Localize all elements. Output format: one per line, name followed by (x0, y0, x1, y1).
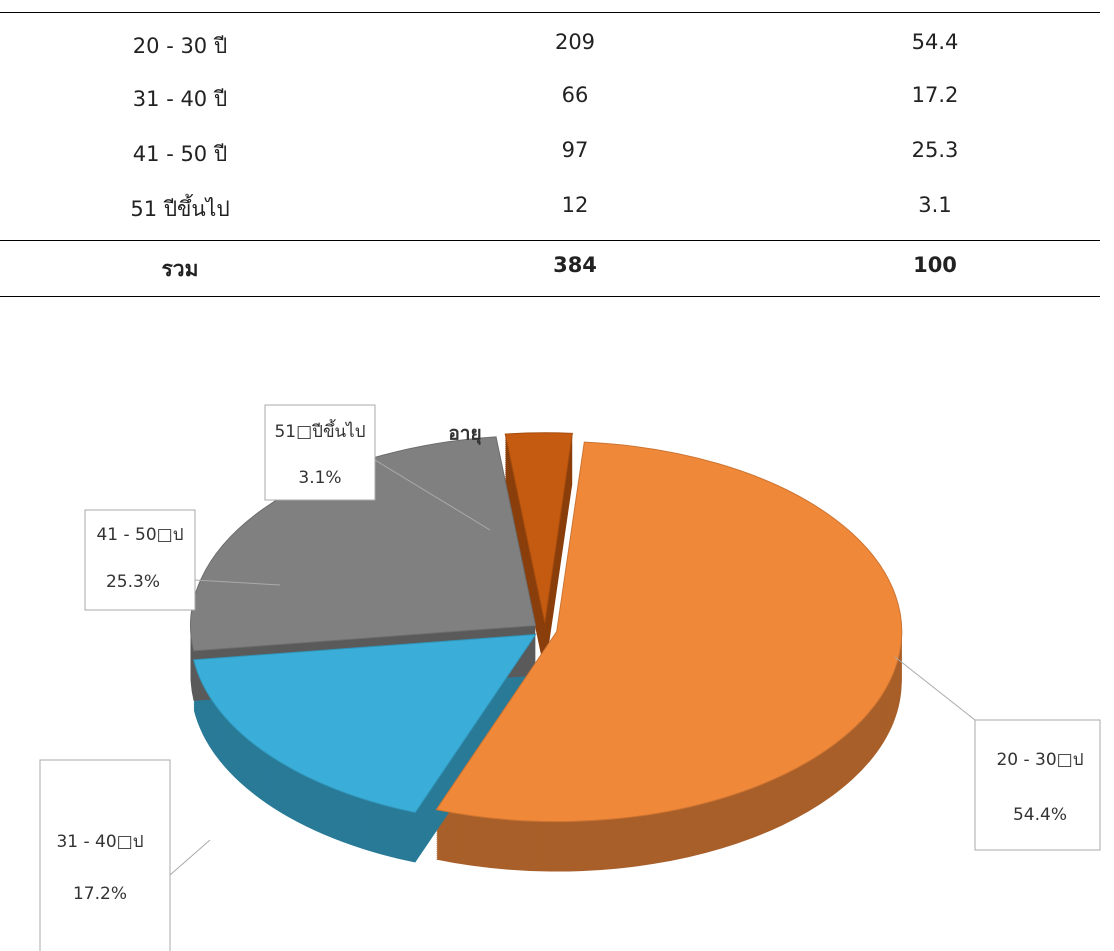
label-box (39, 759, 171, 951)
table-cell: 20 - 30 ปี (132, 34, 228, 58)
category-label: 31 - 40□ป (56, 832, 143, 852)
table-cell: 31 - 40 ปี (132, 87, 228, 111)
slices (190, 432, 903, 872)
table-cell: 17.2 (911, 83, 959, 107)
value-label: 3.1% (298, 468, 341, 488)
slice (190, 436, 537, 652)
leader-line (374, 459, 491, 531)
value-label: 54.4% (1013, 805, 1067, 825)
table-cell: 3.1 (918, 193, 952, 217)
table-cell: 66 (561, 83, 589, 107)
label-box (84, 509, 196, 611)
table-rule (0, 240, 1100, 241)
value-label: 25.3% (106, 572, 160, 592)
table-rule (0, 296, 1100, 297)
table-cell: 97 (561, 138, 589, 162)
table-rule (0, 12, 1100, 13)
table-cell: รวม (161, 257, 199, 281)
slice (193, 633, 537, 814)
slice (504, 432, 573, 623)
slice (435, 441, 903, 823)
chart-title: อายุ (448, 423, 481, 446)
leader-line (194, 579, 281, 586)
label-box (264, 404, 376, 501)
leader-line (169, 839, 211, 876)
table-cell: 25.3 (911, 138, 959, 162)
table-cell: 384 (553, 253, 597, 277)
value-label: 17.2% (73, 884, 127, 904)
leader-line (894, 656, 976, 721)
category-label: 41 - 50□ป (96, 525, 183, 545)
table-cell: 41 - 50 ปี (132, 142, 228, 166)
table-cell: 12 (561, 193, 589, 217)
table-cell: 51 ปีขึ้นไป (130, 197, 230, 221)
category-label: 51□ปีขึ้นไป (274, 419, 365, 442)
table-cell: 209 (554, 30, 596, 54)
table-cell: 100 (913, 253, 957, 277)
table-cell: 54.4 (911, 30, 959, 54)
label-box (974, 719, 1101, 851)
category-label: 20 - 30□ป (996, 750, 1083, 770)
